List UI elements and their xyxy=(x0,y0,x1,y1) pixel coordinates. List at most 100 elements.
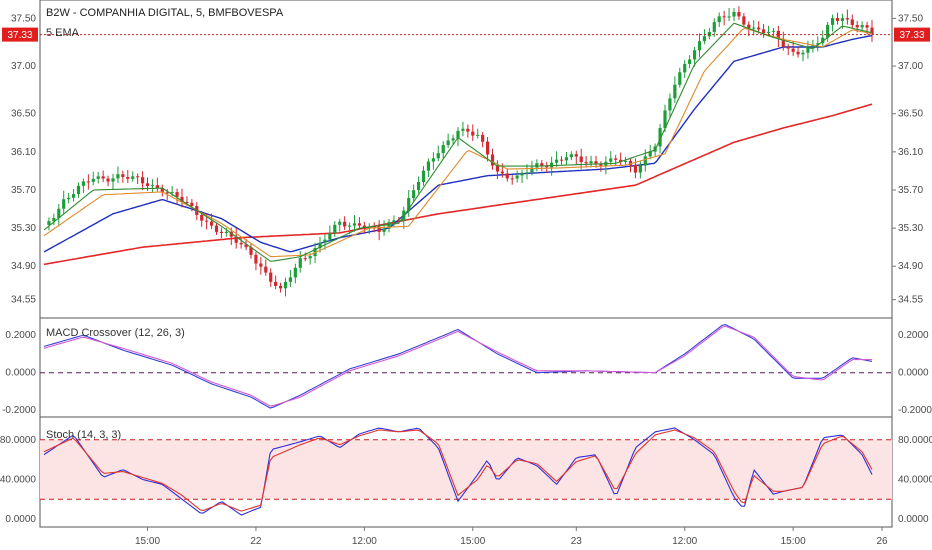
candle-body xyxy=(47,221,51,225)
candle xyxy=(702,29,707,45)
candle-body xyxy=(594,161,598,165)
candle-body xyxy=(584,162,588,164)
candle xyxy=(259,256,263,275)
candle-body xyxy=(347,225,352,227)
candle-body xyxy=(481,134,485,142)
candle-body xyxy=(377,226,381,232)
candle-body xyxy=(259,263,263,267)
candle xyxy=(633,158,638,179)
candle xyxy=(757,21,761,34)
candle-body xyxy=(678,72,682,85)
candle-body xyxy=(485,141,490,155)
stoch-title: Stoch (14, 3, 3) xyxy=(46,429,121,441)
candle xyxy=(712,18,716,37)
last-price-tag-right: 37.33 xyxy=(894,27,930,42)
candle-body xyxy=(219,231,224,234)
candle xyxy=(574,150,578,165)
candle xyxy=(614,154,618,166)
candle-body xyxy=(870,27,874,35)
candle-body xyxy=(333,224,337,234)
candle-body xyxy=(801,52,805,55)
candle xyxy=(451,134,455,145)
candle-body xyxy=(283,281,288,289)
price-y-tick-right-5: 35.30 xyxy=(898,223,923,234)
candle-body xyxy=(821,37,825,44)
candle-body xyxy=(663,110,667,129)
candle-body xyxy=(633,164,638,173)
candle-body xyxy=(155,185,159,189)
price-y-tick-left-5: 35.30 xyxy=(11,223,36,234)
candle-body xyxy=(722,16,726,18)
candle-body xyxy=(91,178,95,182)
candle xyxy=(347,222,352,234)
candle-body xyxy=(643,156,647,166)
price-pane-frame xyxy=(39,0,893,319)
candle-body xyxy=(540,163,544,166)
candle-body xyxy=(811,44,815,47)
macd-y-axis-left: 0.2000 0.0000 -0.2000 xyxy=(2,330,36,416)
candle xyxy=(392,215,396,227)
candle-body xyxy=(278,285,283,289)
candle xyxy=(495,160,500,180)
candle-body xyxy=(816,43,820,45)
candle xyxy=(688,55,692,69)
candle-body xyxy=(441,145,445,154)
candle xyxy=(535,159,539,172)
candle xyxy=(283,277,288,297)
candle xyxy=(752,20,756,36)
candle xyxy=(76,182,81,198)
candle-body xyxy=(367,226,371,229)
candle xyxy=(697,33,702,58)
x-tick-4: 23 xyxy=(571,536,583,547)
candle-body xyxy=(274,281,278,286)
candle-body xyxy=(81,181,86,186)
candle xyxy=(579,148,583,169)
time-x-axis: 15:00 22 12:00 15:00 23 12:00 15:00 26 xyxy=(135,527,888,547)
macd-series-group xyxy=(43,324,873,409)
candle-body xyxy=(835,18,840,21)
candle-body xyxy=(190,202,194,207)
candle-body xyxy=(707,31,711,37)
candle-body xyxy=(71,194,76,198)
candle-body xyxy=(806,46,810,53)
candle-body xyxy=(323,239,327,243)
candle xyxy=(190,199,194,212)
candle-body xyxy=(392,220,396,223)
candle xyxy=(81,178,86,194)
candle-body xyxy=(86,181,90,183)
candle xyxy=(47,217,51,231)
candle xyxy=(387,219,391,233)
candle xyxy=(707,28,711,40)
candle-body xyxy=(352,223,357,226)
candle xyxy=(446,133,450,149)
candle xyxy=(742,12,746,28)
candle xyxy=(569,151,573,161)
candle-body xyxy=(697,41,702,51)
candle xyxy=(515,170,519,183)
candle xyxy=(623,156,628,166)
candle-body xyxy=(860,25,864,28)
candle-body xyxy=(727,16,731,18)
candle-body xyxy=(702,36,707,42)
candle-body xyxy=(589,161,593,164)
x-tick-1: 22 xyxy=(250,536,262,547)
candle xyxy=(761,23,766,38)
candle xyxy=(333,221,337,238)
ema-mid-series xyxy=(43,27,873,258)
candle xyxy=(830,14,835,32)
price-grid xyxy=(892,17,896,301)
candle-body xyxy=(771,30,776,32)
candle-body xyxy=(855,24,859,28)
macd-y-tick-right-1: 0.0000 xyxy=(898,368,929,379)
candle xyxy=(668,93,672,119)
price-y-tick-left-2: 36.50 xyxy=(11,109,36,120)
price-y-tick-left-4: 35.70 xyxy=(11,185,36,196)
candle xyxy=(545,161,549,173)
candle xyxy=(71,188,76,202)
candle xyxy=(826,21,830,42)
candle xyxy=(274,275,278,290)
candle-body xyxy=(737,11,741,17)
candle-body xyxy=(318,242,322,249)
candle-body xyxy=(126,177,130,179)
candle xyxy=(126,170,130,183)
